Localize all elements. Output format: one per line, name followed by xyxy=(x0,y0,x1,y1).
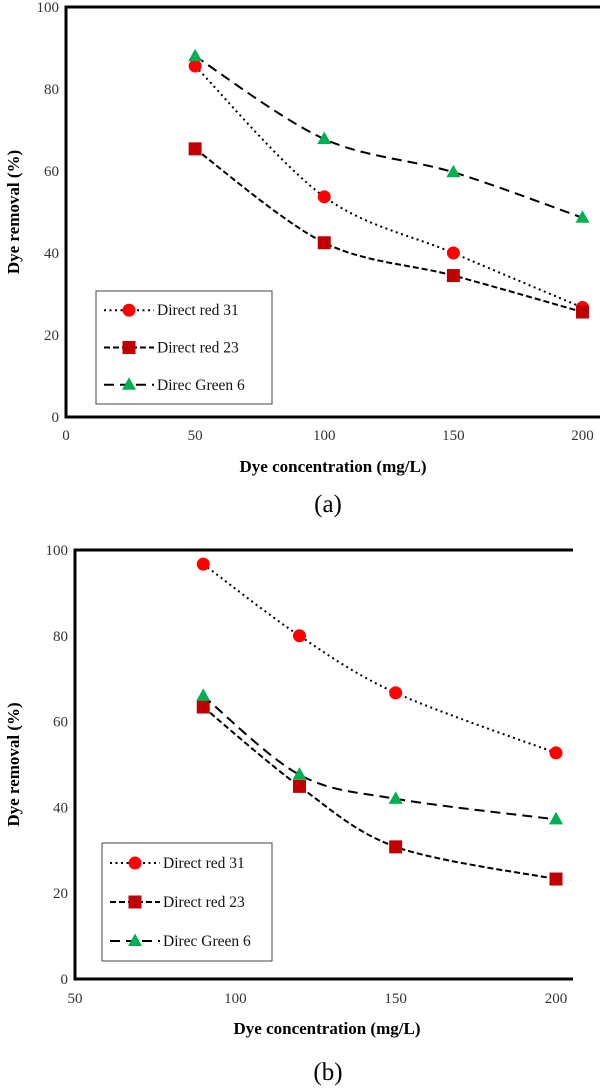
data-point xyxy=(576,305,589,319)
y-tick-label: 60 xyxy=(53,715,68,731)
chart-b: 0 20 40 60 80 100 50 100 150 200 Dye concentration… xyxy=(4,543,573,1086)
legend-marker xyxy=(122,377,136,390)
y-tick-label: 20 xyxy=(44,328,59,344)
series-line xyxy=(194,55,583,219)
x-tick-label: 0 xyxy=(62,428,70,444)
legend-label: Direct red 23 xyxy=(163,894,245,911)
legend-marker xyxy=(128,856,142,870)
legend-label: Direct red 23 xyxy=(157,340,239,357)
legend-marker xyxy=(128,933,142,946)
panel-label: (b) xyxy=(313,1059,342,1086)
x-tick-label: 50 xyxy=(188,428,203,444)
data-point xyxy=(389,686,403,700)
data-point xyxy=(317,190,331,204)
data-point xyxy=(188,142,202,156)
y-tick-label: 80 xyxy=(53,629,68,645)
y-tick-label: 0 xyxy=(52,410,60,426)
data-point xyxy=(549,811,563,825)
y-tick-label: 100 xyxy=(46,543,69,559)
legend-label: Direct red 31 xyxy=(163,855,245,872)
x-tick-label: 50 xyxy=(68,991,83,1007)
y-tick-label: 100 xyxy=(37,0,60,16)
y-tick-label: 40 xyxy=(53,800,68,816)
legend-marker xyxy=(122,303,136,317)
series-line xyxy=(202,706,557,881)
y-tick-label: 40 xyxy=(44,246,59,262)
panel-label: (a) xyxy=(314,491,342,518)
legend-marker xyxy=(128,895,142,909)
data-point xyxy=(292,767,307,780)
series-direc-green-6 xyxy=(196,688,563,825)
data-point xyxy=(549,746,563,760)
x-axis-label: Dye concentration (mg/L) xyxy=(240,457,427,476)
data-point xyxy=(292,779,306,793)
legend-marker xyxy=(122,341,136,354)
data-point xyxy=(196,700,210,714)
legend-label: Direct red 31 xyxy=(157,302,239,319)
data-point xyxy=(188,48,203,62)
series-line xyxy=(202,695,557,821)
x-tick-label: 150 xyxy=(384,991,407,1007)
data-point xyxy=(196,557,210,571)
data-point xyxy=(188,59,202,73)
y-tick-label: 80 xyxy=(44,82,59,98)
legend: Direct red 31 Direct red 23 Direc Green 6 xyxy=(101,842,273,962)
legend-label: Direc Green 6 xyxy=(163,933,251,950)
x-tick-label: 100 xyxy=(313,428,336,444)
y-axis-label: Dye removal (%) xyxy=(4,702,23,826)
x-tick-label: 100 xyxy=(224,991,247,1007)
x-tick-label: 200 xyxy=(545,991,568,1007)
x-axis-label: Dye concentration (mg/L) xyxy=(234,1019,421,1038)
data-point xyxy=(389,840,403,854)
data-point xyxy=(292,629,306,643)
series-line xyxy=(194,148,583,314)
series-direct-red-31 xyxy=(188,59,589,315)
x-tick-label: 150 xyxy=(442,428,465,444)
y-tick-label: 0 xyxy=(61,972,69,988)
data-point xyxy=(196,688,211,701)
series-direct-red-31 xyxy=(196,557,563,760)
y-tick-label: 60 xyxy=(44,164,59,180)
data-point xyxy=(446,246,460,260)
data-point xyxy=(446,269,460,283)
data-point xyxy=(388,791,403,804)
series-direct-red-23 xyxy=(188,142,589,319)
series-line xyxy=(202,563,557,754)
legend-label: Direc Green 6 xyxy=(157,377,245,394)
series-line xyxy=(194,65,583,309)
chart-a: 0 20 40 60 80 100 0 50 100 150 200 Dye concentratio… xyxy=(4,0,600,518)
legend: Direct red 31 Direct red 23 Direc Green 6 xyxy=(95,290,273,405)
data-point xyxy=(575,210,590,223)
series-direct-red-23 xyxy=(196,700,563,886)
data-point xyxy=(317,236,331,250)
y-axis-label: Dye removal (%) xyxy=(4,150,23,274)
x-tick-label: 200 xyxy=(571,428,594,444)
data-point xyxy=(317,131,332,145)
series-direc-green-6 xyxy=(188,48,590,223)
y-tick-label: 20 xyxy=(53,886,68,902)
data-point xyxy=(549,872,563,886)
data-point xyxy=(446,164,461,178)
